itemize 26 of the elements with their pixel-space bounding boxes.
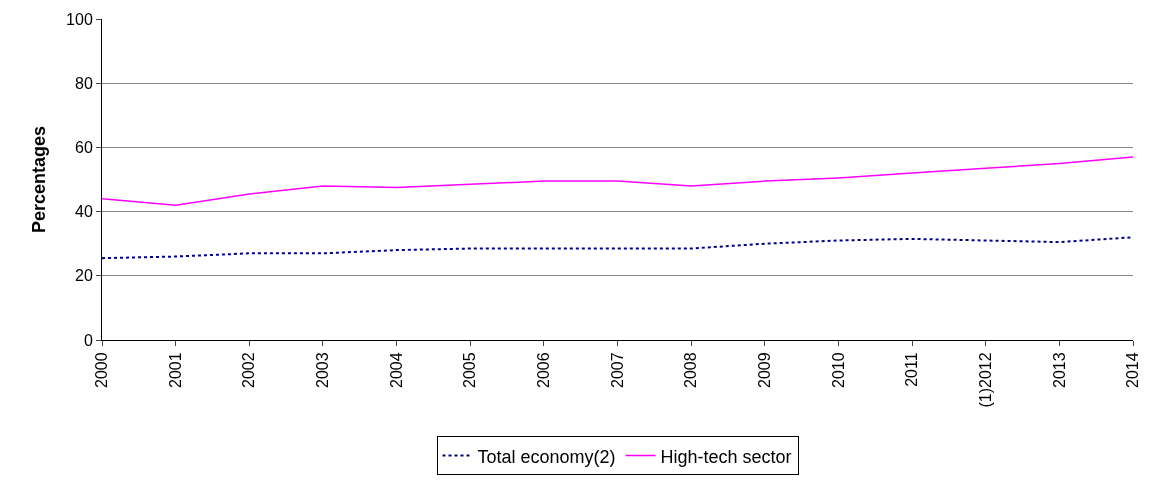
x-tick-label: 2006 (535, 352, 553, 388)
x-tick-label: 2009 (755, 352, 773, 388)
line-series (102, 156, 1133, 206)
x-tick-label: 2001 (166, 352, 184, 388)
x-tick-label: 2014 (1124, 352, 1142, 388)
x-tick-label: 2002 (240, 352, 258, 388)
x-tick-label: 2011 (903, 352, 921, 387)
y-axis-title: Percentages (29, 125, 50, 234)
legend-label: High-tech sector (660, 446, 792, 467)
y-tick-label: 20 (75, 267, 93, 285)
line-series (102, 236, 1133, 260)
x-tick-label: 2010 (829, 352, 847, 388)
legend-label: Total economy(2) (477, 446, 616, 467)
x-tick-label: 2003 (314, 352, 332, 388)
y-tick-label: 100 (66, 10, 93, 28)
x-tick-label: 2005 (461, 352, 479, 388)
x-tick-label: 2007 (608, 352, 626, 388)
y-tick-label: 60 (75, 139, 93, 156)
x-tick-label: 2000 (93, 352, 111, 388)
x-tick-label: 2008 (682, 352, 700, 388)
y-tick-label: 80 (75, 74, 93, 92)
x-tick-label: 2004 (387, 352, 405, 388)
y-tick-label: 40 (75, 203, 93, 221)
x-tick-label: (1)2012 (976, 352, 994, 408)
x-tick-label: 2013 (1050, 352, 1068, 388)
y-tick-label: 0 (83, 331, 93, 349)
